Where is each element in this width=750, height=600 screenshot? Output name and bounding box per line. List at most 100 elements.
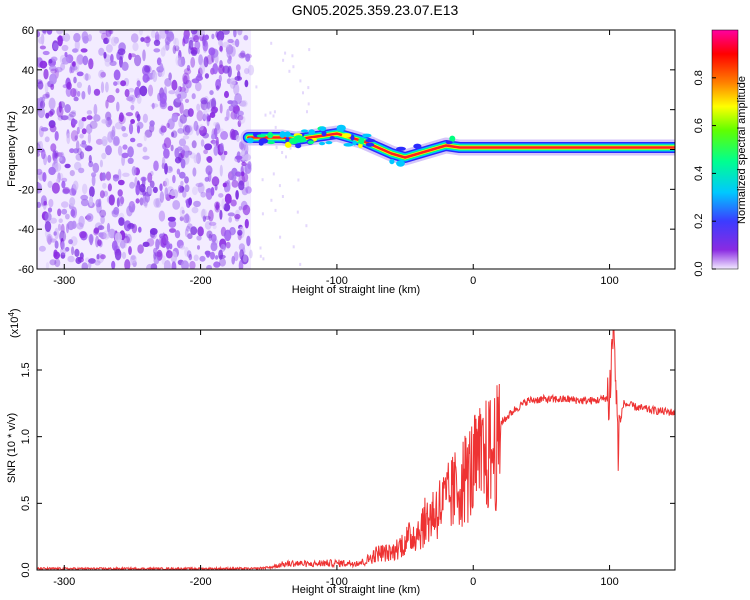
noise-cell — [105, 111, 112, 121]
noise-cell — [130, 104, 135, 111]
noise-cell — [49, 238, 57, 243]
noise-cell — [100, 71, 106, 78]
noise-cell — [195, 81, 202, 92]
noise-cell — [240, 50, 246, 58]
noise-cell — [210, 186, 215, 196]
noise-cell — [218, 64, 225, 75]
noise-cell — [122, 172, 130, 177]
noise-cell — [176, 168, 181, 175]
noise-cell — [130, 137, 136, 143]
noise-cell — [114, 232, 123, 243]
noise-speckle — [272, 172, 275, 176]
noise-cell — [113, 206, 120, 215]
noise-cell — [222, 41, 230, 48]
noise-cell — [233, 83, 240, 96]
noise-cell — [50, 83, 55, 90]
tone-blob — [256, 134, 266, 138]
noise-speckle — [259, 246, 262, 250]
noise-cell — [174, 156, 182, 164]
noise-cell — [137, 244, 144, 254]
noise-cell — [126, 96, 134, 102]
noise-cell — [97, 239, 102, 247]
noise-cell — [153, 247, 158, 255]
tone-blob — [308, 129, 316, 135]
noise-cell — [216, 30, 225, 42]
noise-cell — [79, 231, 87, 239]
noise-cell — [47, 154, 52, 163]
noise-cell — [218, 39, 223, 46]
noise-cell — [46, 30, 53, 35]
noise-cell — [162, 180, 167, 187]
noise-cell — [138, 226, 142, 233]
noise-cell — [193, 35, 200, 43]
noise-cell — [58, 218, 63, 223]
noise-cell — [66, 81, 72, 90]
noise-cell — [89, 186, 95, 198]
noise-cell — [37, 30, 41, 38]
x-tick-label: -200 — [190, 275, 212, 287]
noise-cell — [222, 30, 230, 35]
noise-cell — [110, 36, 118, 47]
noise-cell — [199, 255, 206, 262]
noise-cell — [86, 213, 94, 222]
noise-cell — [230, 228, 235, 236]
noise-cell — [43, 68, 49, 80]
noise-cell — [64, 163, 71, 169]
noise-cell — [211, 176, 220, 187]
noise-speckle — [261, 178, 264, 182]
noise-cell — [139, 197, 144, 206]
noise-cell — [235, 190, 239, 200]
noise-cell — [159, 233, 164, 239]
noise-cell — [235, 155, 243, 160]
noise-speckle — [279, 235, 282, 239]
noise-cell — [103, 51, 107, 59]
noise-cell — [210, 241, 218, 252]
noise-speckle — [259, 254, 262, 258]
noise-cell — [186, 124, 194, 136]
noise-cell — [234, 213, 241, 220]
noise-cell — [239, 249, 245, 260]
noise-cell — [215, 255, 219, 260]
noise-cell — [83, 73, 91, 81]
tone-blob — [343, 143, 354, 147]
noise-cell — [229, 128, 236, 140]
tone-blob — [365, 138, 376, 143]
noise-cell — [144, 192, 150, 203]
noise-cell — [130, 119, 136, 124]
noise-speckle — [282, 58, 285, 62]
noise-cell — [244, 218, 249, 229]
noise-cell — [192, 167, 197, 177]
noise-cell — [161, 255, 166, 265]
noise-cell — [172, 200, 181, 210]
tone-blob — [358, 142, 363, 149]
noise-cell — [150, 263, 158, 269]
noise-cell — [127, 94, 136, 103]
tone-blob — [396, 146, 406, 151]
noise-cell — [188, 197, 193, 206]
noise-cell — [175, 55, 181, 66]
tone-blob — [301, 129, 308, 133]
noise-cell — [107, 183, 112, 192]
noise-cell — [107, 131, 114, 143]
snr-x-ticks: -300 -200 -100 0 100 — [53, 330, 619, 588]
noise-cell — [186, 64, 191, 72]
noise-cell — [215, 136, 219, 149]
noise-cell — [116, 197, 120, 208]
noise-cell — [105, 145, 112, 156]
noise-cell — [108, 194, 115, 206]
noise-cell — [149, 228, 158, 235]
noise-cell — [198, 54, 204, 66]
noise-cell — [48, 59, 53, 64]
noise-cell — [139, 183, 146, 193]
noise-cell — [238, 115, 246, 124]
noise-cell — [172, 37, 177, 45]
spectrogram-x-label: Height of straight line (km) — [292, 284, 420, 296]
noise-cell — [49, 259, 57, 266]
noise-cell — [100, 215, 105, 225]
noise-cell — [110, 129, 116, 140]
noise-cell — [164, 78, 172, 87]
noise-cell — [185, 225, 191, 232]
noise-speckle — [292, 65, 295, 69]
x-tick-label: 100 — [600, 576, 618, 588]
